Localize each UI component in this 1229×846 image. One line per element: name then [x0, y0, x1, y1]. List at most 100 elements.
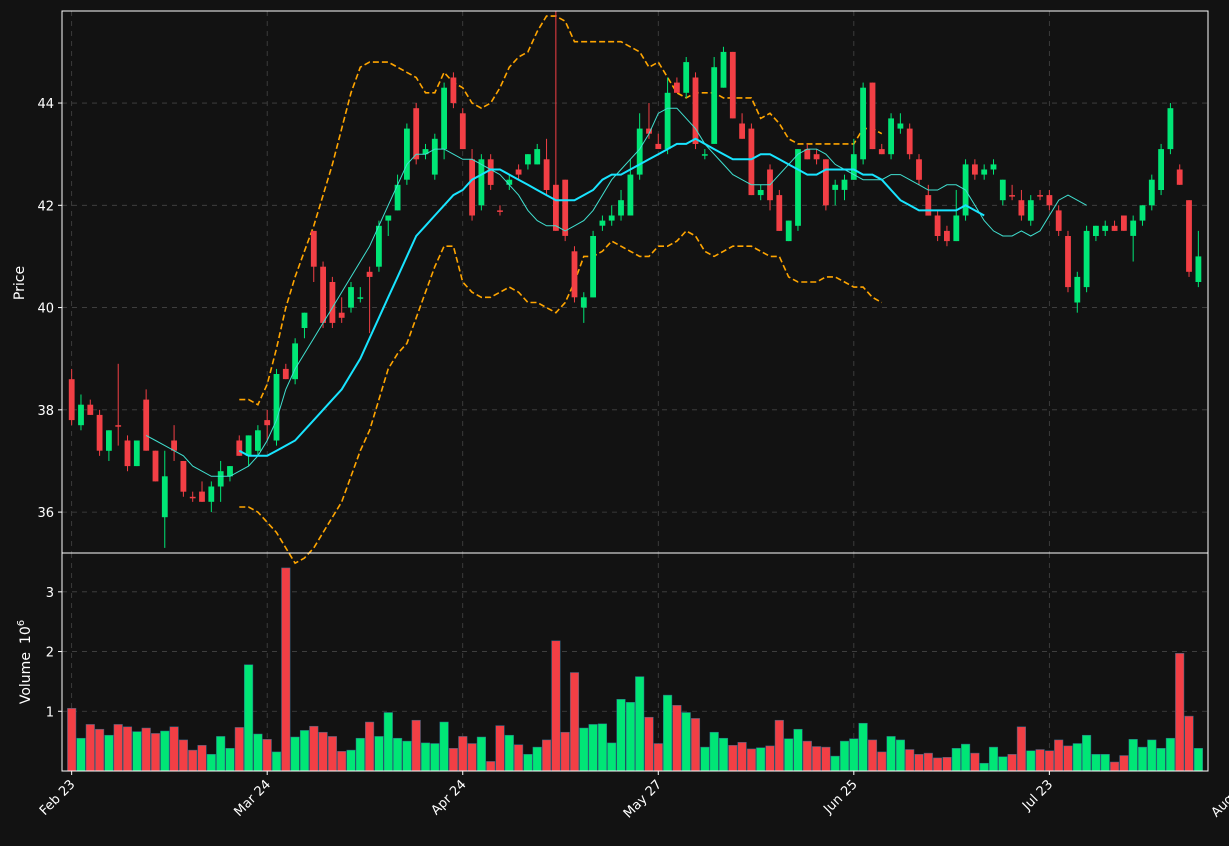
volume-bar	[206, 754, 216, 772]
volume-bar	[197, 745, 207, 772]
candle-body	[180, 461, 187, 492]
candle-body	[450, 77, 457, 104]
x-tick-label: Aug 20	[1209, 777, 1229, 820]
candle-body	[1139, 205, 1146, 221]
volume-bar	[420, 742, 431, 772]
candle-body	[227, 466, 233, 477]
candle-body	[1046, 195, 1053, 206]
volume-bar	[271, 751, 282, 772]
candle-body	[310, 230, 317, 267]
volume-bar	[374, 736, 384, 772]
volume-bar	[67, 708, 77, 772]
volume-bar	[1091, 754, 1101, 772]
x-axis-ticks: Feb 23 Mar 24 Apr 24 May 27 Jun 25 Jul 23 Aug …	[37, 771, 1229, 821]
volume-bar	[299, 730, 310, 772]
volume-bar	[476, 736, 486, 772]
volume-bar	[188, 749, 198, 772]
volume-bar	[532, 746, 542, 772]
candle-body	[1176, 169, 1183, 185]
candle-body	[608, 215, 615, 221]
volume-bar	[635, 676, 645, 772]
volume-bar	[281, 567, 291, 772]
candle-body	[981, 169, 988, 175]
volume-bar	[113, 724, 123, 772]
candle-body	[795, 149, 801, 226]
candle-body	[1195, 256, 1202, 282]
volume-bar	[914, 754, 924, 772]
candle-body	[627, 174, 634, 216]
candle-body	[646, 128, 652, 134]
volume-bar	[542, 739, 552, 772]
volume-bar	[672, 705, 682, 772]
volume-bar	[1072, 743, 1082, 772]
candle-body	[711, 67, 718, 144]
volume-bar	[178, 739, 188, 772]
volume-bar	[988, 746, 999, 772]
candle-body	[236, 440, 243, 456]
candle-body	[1130, 220, 1137, 236]
volume-bar	[625, 702, 635, 772]
volume-bar	[122, 726, 133, 772]
volume-bar	[700, 746, 710, 772]
price-tick-label: 38	[37, 404, 54, 419]
candle-body	[506, 179, 513, 185]
volume-bar	[802, 740, 812, 772]
volume-bar	[318, 731, 328, 772]
volume-bar	[877, 751, 887, 772]
volume-y-ticks: 1 2 3	[46, 586, 62, 720]
candle-body	[860, 87, 866, 160]
candle-body	[692, 77, 699, 144]
candle-body	[562, 179, 569, 236]
candle-body	[813, 154, 820, 160]
bollinger-bands	[239, 15, 883, 565]
volume-bar	[1184, 715, 1194, 772]
volume-bar	[1193, 748, 1203, 772]
candle-body	[1158, 149, 1164, 190]
volume-bar	[523, 754, 533, 772]
volume-bar	[225, 748, 235, 772]
volume-bar	[1119, 755, 1129, 772]
candle-body	[189, 496, 196, 499]
candle-body	[338, 312, 345, 318]
volume-bar	[1026, 750, 1036, 772]
candle-body	[320, 266, 326, 323]
candle-body	[729, 51, 736, 119]
volume-bar	[951, 748, 961, 772]
candle-body	[636, 128, 643, 175]
volume-bar	[867, 739, 878, 772]
candle-body	[1037, 195, 1043, 197]
volume-bar	[104, 734, 114, 772]
candle-body	[748, 128, 755, 196]
price-tick-label: 42	[37, 199, 54, 214]
candle-body	[329, 282, 336, 323]
candle-body	[674, 82, 680, 93]
price-tick-label: 40	[37, 302, 54, 317]
candle-body	[497, 210, 503, 212]
candle-body	[534, 149, 541, 165]
volume-tick-label: 3	[46, 586, 54, 601]
candle-body	[385, 215, 392, 221]
candle-body	[459, 113, 466, 150]
candle-body	[422, 149, 429, 155]
candle-wicks	[71, 11, 1199, 548]
bollinger-upper-line	[239, 15, 883, 406]
volume-bar	[1128, 739, 1138, 772]
price-panel-frame	[61, 10, 1209, 554]
candle-body	[776, 195, 783, 231]
volume-bar	[895, 739, 905, 772]
volume-bar	[970, 752, 980, 772]
candle-body	[850, 154, 857, 180]
candle-body	[133, 440, 140, 467]
candle-body	[292, 343, 298, 380]
price-tick-label: 44	[37, 97, 54, 112]
candle-body	[115, 425, 122, 427]
candle-body	[990, 164, 997, 170]
candle-body	[348, 287, 354, 308]
volume-bar	[1156, 748, 1166, 772]
volume-bar	[681, 712, 691, 772]
volume-bar	[728, 745, 738, 772]
x-tick-label: May 27	[621, 777, 665, 821]
candle-body	[1065, 236, 1071, 288]
